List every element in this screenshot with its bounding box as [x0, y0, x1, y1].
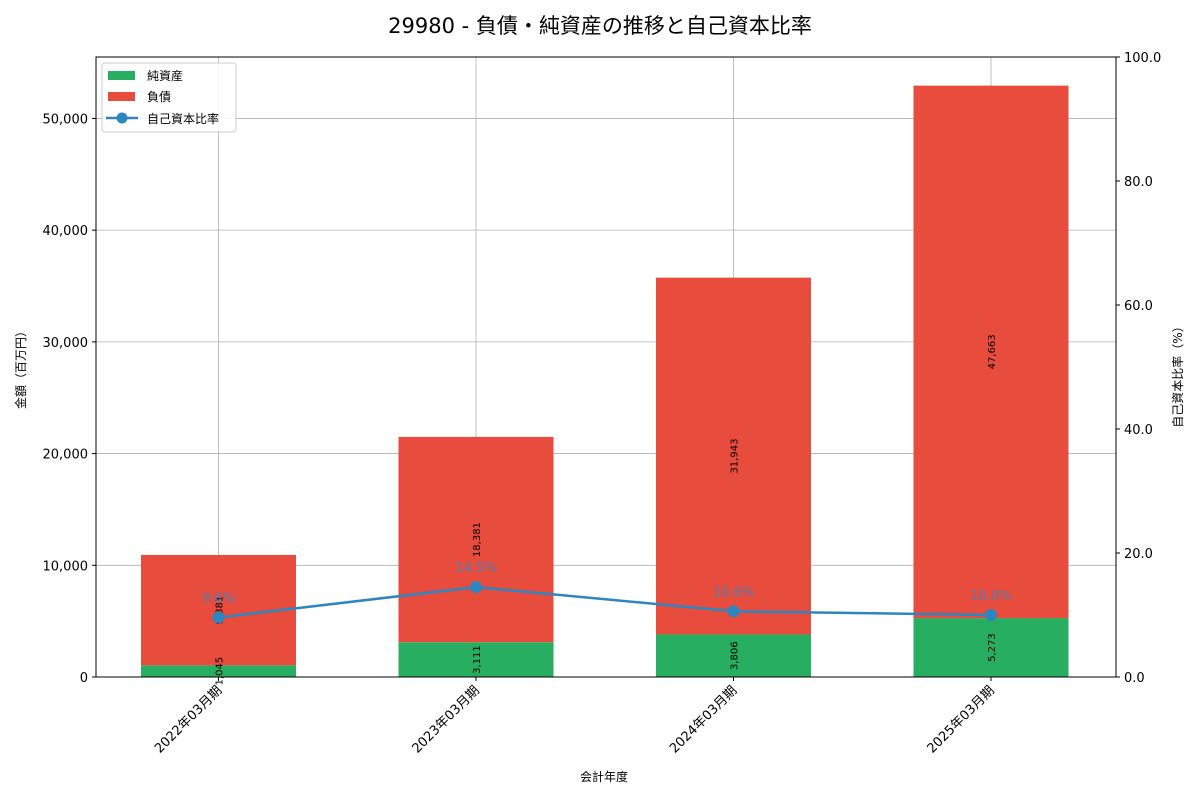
- x-tick-label: 2022年03月期: [152, 683, 225, 756]
- legend-swatch-net-assets: [108, 71, 135, 80]
- equity-ratio-marker: [985, 609, 997, 621]
- equity-ratio-marker: [727, 605, 740, 618]
- equity-ratio-value-label: 10.0%: [970, 589, 1011, 604]
- equity-ratio-marker: [470, 581, 482, 594]
- bar-net-assets: [913, 618, 1069, 677]
- bar-net-assets: [141, 665, 296, 677]
- y-tick-label: 30,000: [43, 336, 89, 351]
- legend-label-equity-ratio: 自己資本比率: [147, 111, 219, 126]
- net-assets-value-label: 3,806: [730, 641, 741, 670]
- legend-label-net-assets: 純資産: [147, 68, 183, 83]
- bar-net-assets: [398, 642, 554, 677]
- equity-ratio-value-label: 9.6%: [202, 591, 235, 606]
- bar-liabilities: [398, 436, 554, 643]
- x-axis-label: 会計年度: [580, 769, 628, 784]
- legend-marker-equity-ratio: [116, 112, 128, 124]
- net-assets-value-label: 1,045: [215, 657, 226, 686]
- chart-title: 29980 - 負債・純資産の推移と自己資本比率: [388, 14, 812, 38]
- y-right-tick-label: 80.0: [1124, 175, 1153, 190]
- y-right-tick-label: 100.0: [1124, 51, 1161, 66]
- legend: 純資産 負債 自己資本比率: [101, 62, 237, 133]
- equity-ratio-marker: [212, 611, 225, 624]
- bars: [141, 85, 1069, 677]
- y-tick-label: 50,000: [43, 112, 89, 127]
- y-axis-right-label: 自己資本比率（%）: [1170, 320, 1185, 427]
- y-right-tick-label: 40.0: [1124, 423, 1153, 438]
- y-axis-label: 金額（百万円）: [13, 325, 28, 409]
- liabilities-value-label: 9,881: [215, 596, 226, 625]
- y-tick-label: 20,000: [43, 448, 89, 463]
- bar-net-assets: [656, 634, 811, 677]
- y-right-tick-label: 0.0: [1124, 671, 1145, 686]
- legend-swatch-liabilities: [108, 92, 135, 101]
- legend-box: [101, 62, 237, 133]
- x-tick-label: 2023年03月期: [410, 683, 483, 756]
- y-right-tick-label: 20.0: [1124, 547, 1153, 562]
- plot-frame: [95, 56, 1117, 678]
- liabilities-value-label: 47,663: [987, 334, 998, 369]
- y-right-tick-label: 60.0: [1124, 299, 1153, 314]
- net-assets-value-label: 5,273: [987, 633, 998, 662]
- bar-liabilities: [656, 277, 811, 635]
- liabilities-value-label: 18,381: [472, 522, 483, 557]
- y-axis-right-ticks: 0.0 20.0 40.0 60.0 80.0 100.0: [1116, 51, 1161, 686]
- y-tick-label: 40,000: [43, 224, 89, 239]
- bar-value-labels: 1,045 9,881 3,111 18,381 3,806 31,943 5,273 47,…: [215, 334, 999, 685]
- equity-ratio-value-label: 10.6%: [713, 585, 754, 600]
- bar-liabilities: [913, 85, 1069, 619]
- y-axis-left-ticks: 0 10,000 20,000 30,000 40,000 50,000: [43, 112, 96, 686]
- liabilities-value-label: 31,943: [730, 439, 741, 474]
- x-tick-label: 2025年03月期: [925, 683, 998, 756]
- x-tick-label: 2024年03月期: [667, 683, 740, 756]
- y-tick-label: 10,000: [43, 559, 89, 574]
- equity-ratio-value-label: 14.5%: [455, 561, 496, 576]
- net-assets-value-label: 3,111: [472, 645, 483, 674]
- legend-label-liabilities: 負債: [147, 89, 171, 104]
- y-tick-label: 0: [80, 671, 88, 686]
- x-axis-ticks: 2022年03月期 2023年03月期 2024年03月期 2025年03月期: [152, 677, 998, 757]
- equity-ratio-line: 9.6% 14.5% 10.6% 10.0%: [202, 561, 1012, 624]
